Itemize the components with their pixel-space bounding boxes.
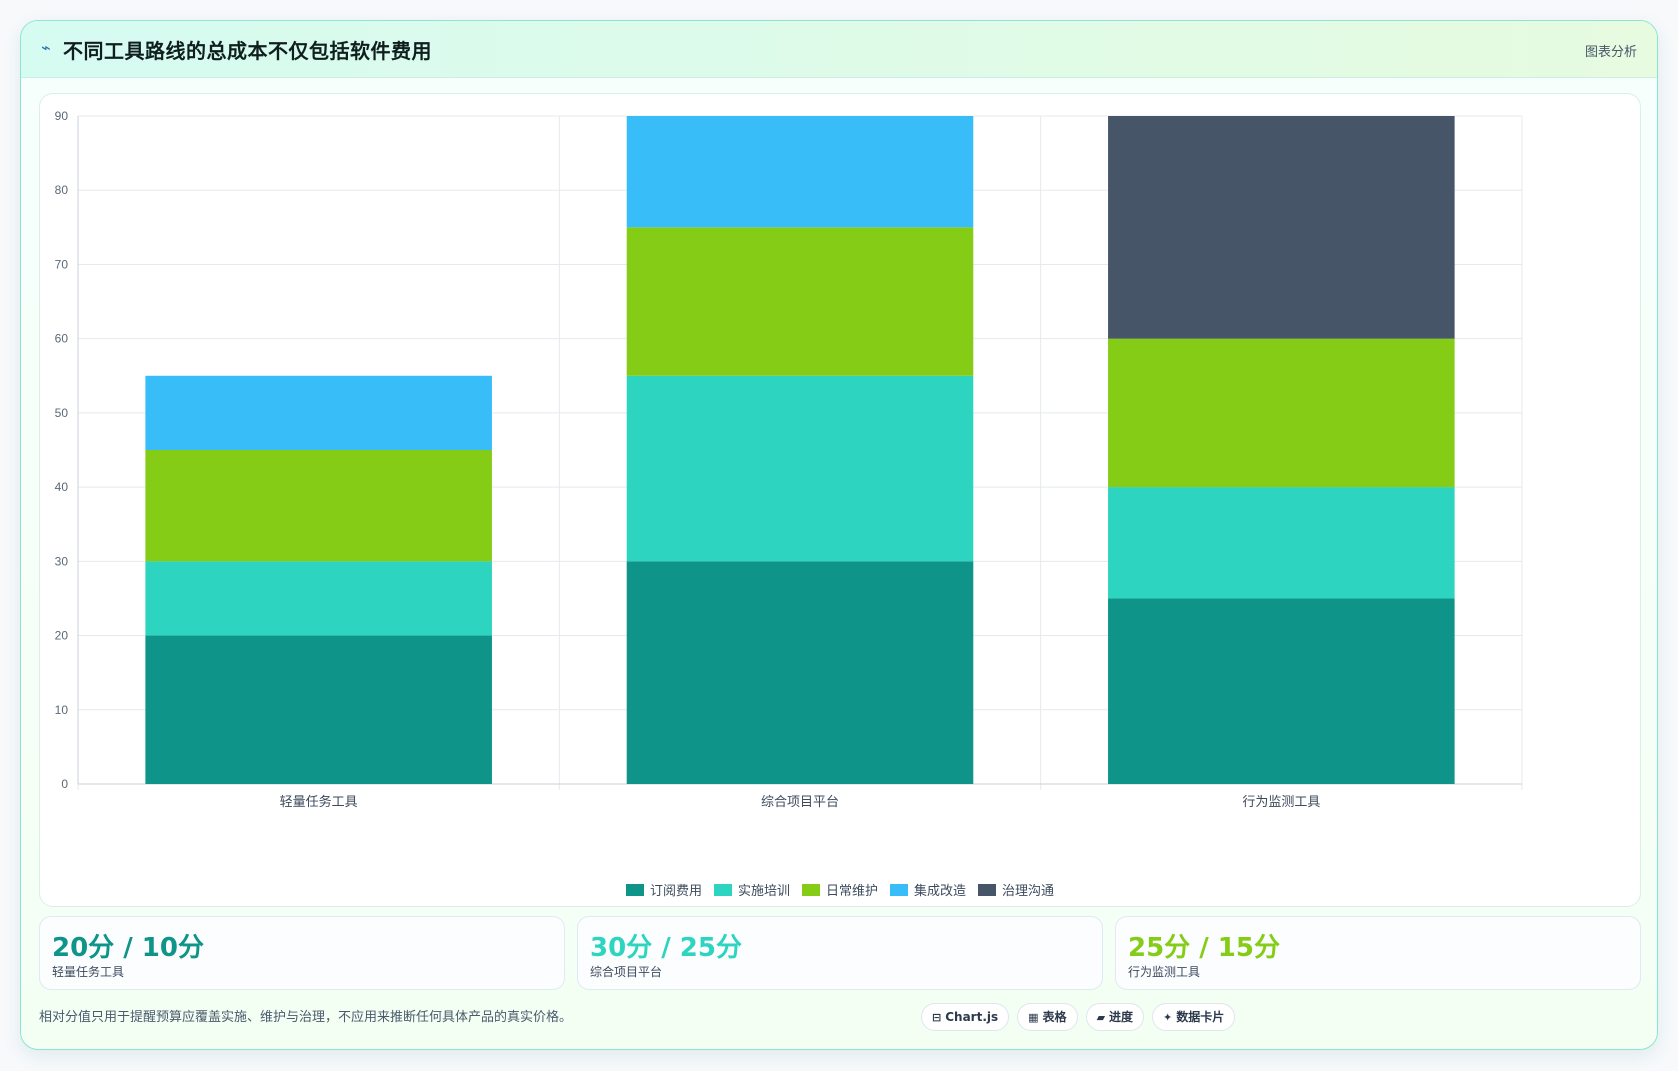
y-tick-label: 60 xyxy=(55,332,69,346)
bar-segment xyxy=(145,450,492,562)
chart-panel: 0 10 20 30 40 50 60 70 80 90 轻量任务工具 综合项目平台 行为监测工具 订阅… xyxy=(39,93,1641,907)
chip-data-card[interactable]: ✦ 数据卡片 xyxy=(1152,1003,1236,1031)
chart-legend: 订阅费用 实施培训 日常维护 集成改造 治理沟通 xyxy=(40,880,1640,899)
chart-icon: ⊟ xyxy=(932,1011,942,1024)
stat-label: 轻量任务工具 xyxy=(52,965,125,979)
bar-segment xyxy=(145,561,492,636)
legend-label: 实施培训 xyxy=(737,884,790,899)
bar-segment xyxy=(1108,487,1455,599)
table-icon: ▦ xyxy=(1028,1011,1039,1024)
progress-icon: ▰ xyxy=(1096,1011,1106,1024)
y-tick-label: 20 xyxy=(55,629,69,643)
bar-segment xyxy=(626,116,974,228)
legend-item[interactable]: 实施培训 xyxy=(713,880,790,899)
stat-cards: 20分 / 10分 轻量任务工具 30分 / 25分 综合项目平台 25分 / … xyxy=(39,916,1641,990)
feature-chips: ⊟ Chart.js ▦ 表格 ▰ 进度 ✦ 数据卡片 xyxy=(921,1003,1243,1033)
chart-card: ⌁ 不同工具路线的总成本不仅包括软件费用 图表分析 0 10 20 30 40 50 60 7… xyxy=(20,20,1658,1050)
y-tick-label: 80 xyxy=(55,183,69,197)
legend-item[interactable]: 日常维护 xyxy=(801,880,878,899)
chart-analysis-tag: 图表分析 xyxy=(1584,45,1637,60)
legend-label: 订阅费用 xyxy=(649,884,702,899)
legend-swatch xyxy=(625,884,644,896)
chip-label: 进度 xyxy=(1109,1010,1134,1024)
bar-segment xyxy=(626,227,974,376)
legend-item[interactable]: 治理沟通 xyxy=(978,880,1054,899)
bar-segment xyxy=(626,561,974,784)
card-header: ⌁ 不同工具路线的总成本不仅包括软件费用 图表分析 xyxy=(21,21,1657,78)
legend-swatch xyxy=(978,884,997,896)
stat-label: 综合项目平台 xyxy=(590,965,663,979)
legend-label: 集成改造 xyxy=(914,884,967,899)
stat-card: 20分 / 10分 轻量任务工具 xyxy=(39,916,565,990)
chip-progress[interactable]: ▰ 进度 xyxy=(1085,1003,1145,1031)
bar-segment xyxy=(145,635,492,784)
x-tick-label: 轻量任务工具 xyxy=(280,794,358,809)
y-tick-label: 40 xyxy=(55,480,69,494)
stat-label: 行为监测工具 xyxy=(1128,965,1201,979)
legend-item[interactable]: 订阅费用 xyxy=(625,880,702,899)
stat-card: 25分 / 15分 行为监测工具 xyxy=(1115,916,1641,990)
sparkle-icon: ✦ xyxy=(1163,1011,1173,1024)
bar-segment xyxy=(626,375,974,562)
bar-segment xyxy=(1108,116,1455,339)
chip-label: Chart.js xyxy=(945,1010,999,1024)
stacked-bar-chart: 0 10 20 30 40 50 60 70 80 90 轻量任务工具 综合项目平台 行为监测工具 xyxy=(55,109,1523,809)
x-tick-label: 行为监测工具 xyxy=(1242,794,1320,809)
y-tick-label: 50 xyxy=(55,406,69,420)
legend-item[interactable]: 集成改造 xyxy=(890,880,966,899)
chip-label: 数据卡片 xyxy=(1176,1010,1225,1024)
y-tick-label: 70 xyxy=(55,257,69,271)
x-tick-label: 综合项目平台 xyxy=(761,794,839,809)
footnote: 相对分值只用于提醒预算应覆盖实施、维护与治理，不应用来推断任何具体产品的真实价格… xyxy=(39,1010,573,1025)
bar-segment xyxy=(1108,338,1455,488)
y-tick-label: 90 xyxy=(55,109,69,123)
legend-swatch xyxy=(801,884,820,896)
stat-value: 30分 / 25分 xyxy=(590,933,742,963)
y-tick-label: 10 xyxy=(55,703,69,717)
stat-card: 30分 / 25分 综合项目平台 xyxy=(577,916,1103,990)
stat-value: 25分 / 15分 xyxy=(1128,933,1280,963)
legend-label: 治理沟通 xyxy=(1002,884,1055,899)
legend-label: 日常维护 xyxy=(825,884,878,899)
legend-swatch xyxy=(713,884,732,896)
chip-chartjs[interactable]: ⊟ Chart.js xyxy=(921,1003,1010,1031)
chart-title: 不同工具路线的总成本不仅包括软件费用 xyxy=(63,39,432,63)
chip-label: 表格 xyxy=(1042,1010,1067,1024)
chip-table[interactable]: ▦ 表格 xyxy=(1017,1003,1078,1031)
bar-segment xyxy=(145,375,492,450)
trend-icon: ⌁ xyxy=(41,38,51,57)
bar-segment xyxy=(1108,598,1455,784)
stat-value: 20分 / 10分 xyxy=(52,933,204,963)
legend-swatch xyxy=(890,884,908,896)
y-tick-label: 30 xyxy=(55,554,69,568)
y-tick-label: 0 xyxy=(61,777,68,791)
